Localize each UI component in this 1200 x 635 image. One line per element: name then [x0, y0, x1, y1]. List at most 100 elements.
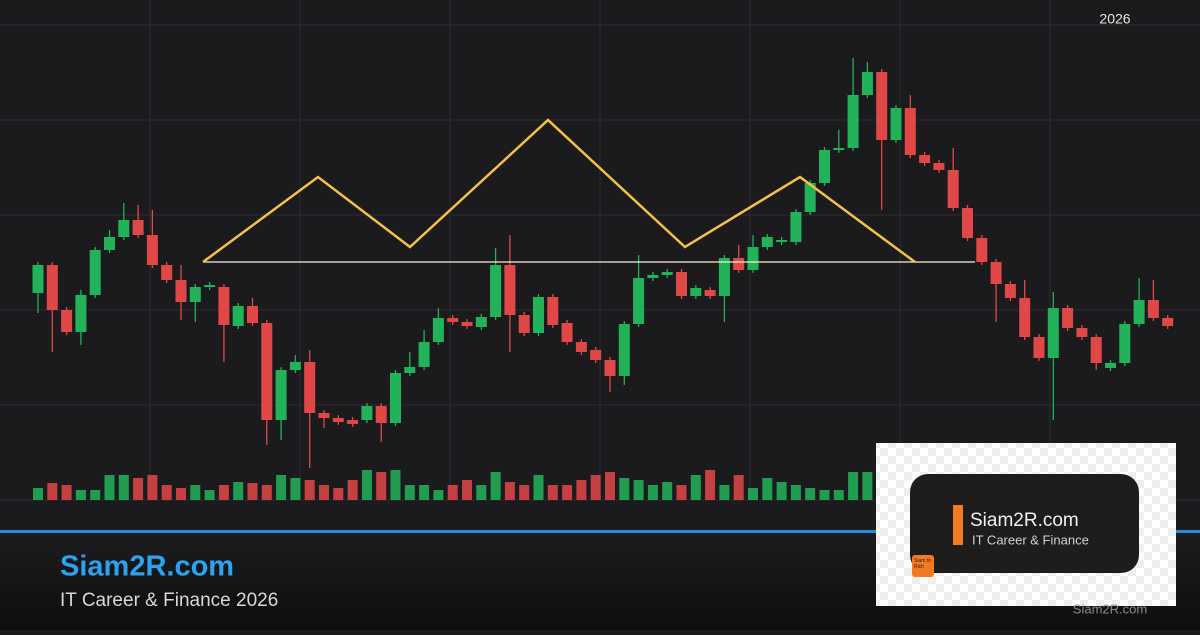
- watermark: Siam2R.com: [1073, 601, 1147, 616]
- candle-body: [46, 265, 58, 310]
- candle-layer: [32, 58, 1174, 468]
- site-name: Siam2R.com: [60, 551, 234, 583]
- volume-bar: [276, 475, 287, 500]
- candle-body: [1076, 328, 1088, 337]
- candle-body: [861, 72, 873, 95]
- candle-body: [289, 362, 301, 370]
- candle-body: [904, 108, 916, 155]
- candle-body: [776, 240, 788, 242]
- candle-body: [533, 297, 544, 333]
- volume-bar: [790, 485, 801, 500]
- candle-body: [890, 108, 902, 140]
- volume-bar: [519, 485, 530, 500]
- volume-bar: [705, 470, 716, 500]
- candle-body: [690, 288, 702, 296]
- volume-bar: [848, 472, 859, 500]
- logo-card: Siam2R.com IT Career & Finance Siam to R…: [876, 443, 1176, 606]
- candle-body: [990, 262, 1002, 284]
- candle-body: [618, 324, 630, 376]
- volume-bar: [805, 488, 816, 500]
- volume-bar: [662, 482, 673, 500]
- volume-bar: [833, 490, 844, 500]
- badge-box: Siam to Rich: [914, 558, 931, 570]
- volume-bar: [319, 485, 329, 500]
- candle-body: [876, 72, 888, 140]
- year-label: 2026: [1099, 11, 1130, 27]
- card-tagline: IT Career & Finance: [972, 532, 1089, 547]
- candle-body: [1133, 300, 1145, 324]
- candle-body: [819, 150, 830, 183]
- candle-body: [647, 275, 659, 278]
- candle-body: [132, 220, 144, 235]
- tagline: IT Career & Finance 2026: [60, 590, 278, 611]
- volume-bar: [347, 480, 358, 500]
- candle-body: [733, 258, 745, 270]
- volume-bar: [176, 488, 186, 500]
- candle-body: [347, 420, 359, 424]
- candle-body: [447, 318, 459, 322]
- candle-body: [1047, 308, 1059, 358]
- volume-bar: [590, 475, 601, 500]
- card-accent: [953, 505, 963, 545]
- candle-body: [633, 278, 645, 324]
- candle-body: [1105, 363, 1116, 368]
- candle-body: [1062, 308, 1074, 328]
- candle-body: [175, 280, 187, 302]
- candle-body: [761, 237, 773, 247]
- candle-body: [704, 290, 716, 296]
- volume-bar: [490, 472, 501, 500]
- volume-bar: [562, 485, 573, 500]
- candle-body: [32, 265, 44, 293]
- card-site: Siam2R.com: [970, 510, 1079, 531]
- volume-bar: [862, 472, 873, 500]
- volume-bar: [47, 483, 58, 500]
- candle-body: [790, 212, 802, 242]
- volume-bar: [433, 490, 444, 500]
- volume-bar: [376, 472, 387, 500]
- volume-bar: [161, 485, 172, 500]
- candle-body: [804, 183, 816, 212]
- candle-body: [1019, 298, 1031, 337]
- volume-bar: [819, 490, 830, 500]
- candle-body: [547, 297, 559, 325]
- candle-body: [1162, 318, 1174, 326]
- candle-body: [575, 342, 587, 352]
- candle-body: [1147, 300, 1159, 318]
- volume-bar: [748, 488, 758, 500]
- volume-bar: [733, 475, 744, 500]
- card: [910, 474, 1139, 573]
- candle-body: [1090, 337, 1102, 363]
- candle-body: [461, 322, 473, 326]
- volume-bar: [218, 485, 229, 500]
- volume-bar: [619, 478, 630, 500]
- volume-bar: [462, 480, 472, 500]
- candle-body: [933, 163, 945, 170]
- volume-bar: [404, 485, 415, 500]
- volume-bar: [762, 478, 773, 500]
- volume-bar: [233, 482, 244, 500]
- volume-bar: [190, 485, 201, 500]
- volume-bar: [75, 490, 86, 500]
- candle-body: [375, 406, 387, 423]
- candle-body: [75, 295, 87, 332]
- candle-body: [104, 237, 115, 250]
- candle-body: [204, 285, 216, 287]
- volume-bar: [647, 485, 658, 500]
- volume-bar: [419, 485, 430, 500]
- volume-bar: [261, 485, 272, 500]
- volume-bar: [147, 475, 158, 500]
- candle-body: [247, 306, 258, 323]
- volume-bar: [476, 485, 487, 500]
- volume-bar: [776, 482, 787, 500]
- volume-bar: [90, 490, 101, 500]
- candle-body: [962, 208, 973, 238]
- candle-body: [604, 360, 616, 376]
- candle-body: [518, 315, 530, 333]
- candle-body: [1119, 324, 1131, 363]
- candle-body: [475, 317, 487, 327]
- volume-bar: [676, 485, 687, 500]
- candle-body: [976, 238, 988, 262]
- candle-body: [118, 220, 130, 237]
